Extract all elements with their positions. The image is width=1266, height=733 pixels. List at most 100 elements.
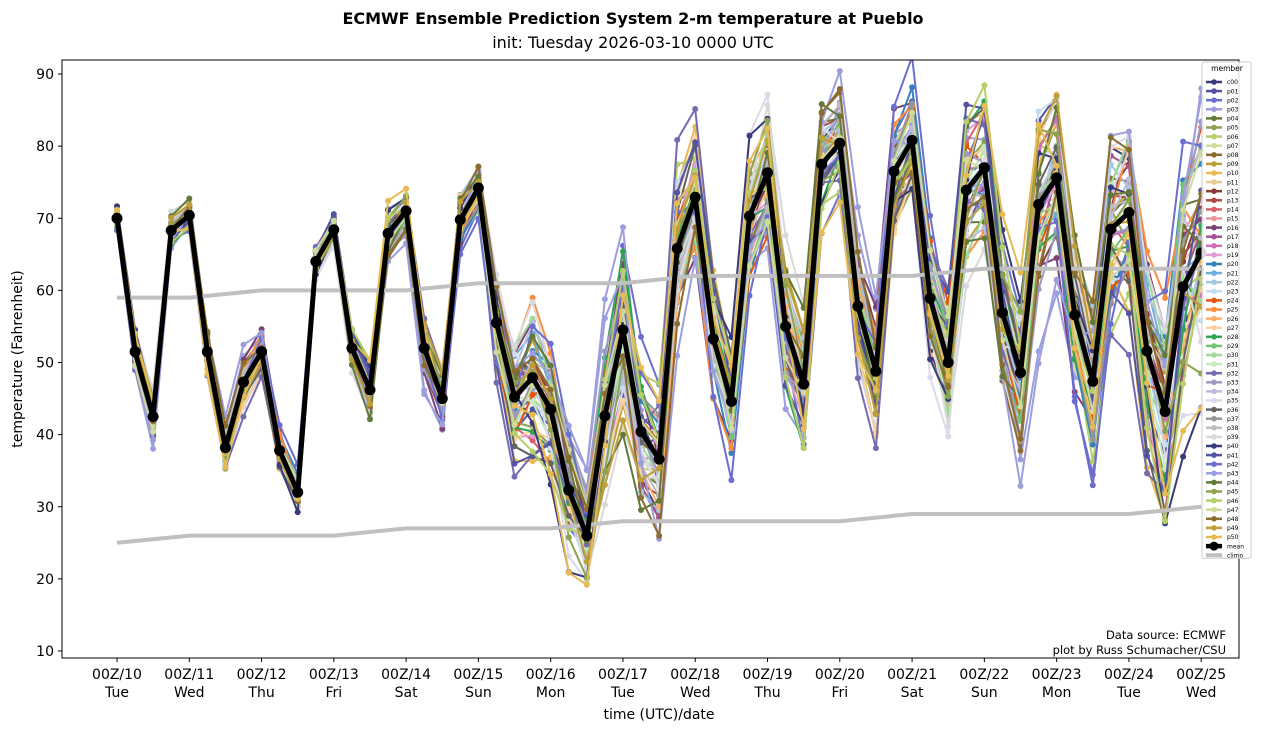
mean-point — [436, 393, 448, 405]
legend-label: p23 — [1227, 289, 1239, 296]
legend-label: p47 — [1227, 507, 1239, 514]
member-point-p41 — [963, 101, 970, 108]
member-point-p49 — [872, 411, 879, 418]
member-point-p43 — [1017, 483, 1024, 489]
member-point-p50 — [565, 569, 572, 576]
legend-label: c00 — [1227, 79, 1238, 86]
y-tick-label: 50 — [36, 356, 54, 372]
member-point-p23 — [620, 385, 626, 392]
x-tick-label-day: Tue — [104, 685, 129, 701]
mean-point — [1177, 281, 1189, 293]
member-point-p47 — [1180, 207, 1187, 213]
legend-label: p14 — [1227, 207, 1239, 214]
member-point-p45 — [1053, 131, 1060, 138]
legend-label: p29 — [1227, 343, 1239, 350]
member-point-p42 — [1071, 393, 1078, 400]
member-point-p45 — [1125, 196, 1132, 203]
member-point-p50 — [1089, 423, 1096, 430]
x-tick-label-day: Tue — [1116, 685, 1141, 701]
mean-point — [201, 346, 213, 358]
legend-label: p03 — [1227, 107, 1239, 114]
member-point-p03 — [620, 224, 626, 231]
member-point-p43 — [891, 137, 897, 144]
legend-marker — [1211, 206, 1217, 213]
mean-point — [1141, 345, 1153, 357]
legend-label: p19 — [1227, 252, 1239, 259]
member-point-p48 — [999, 361, 1006, 368]
member-point-p35 — [1162, 453, 1169, 460]
member-point-p35 — [764, 91, 771, 98]
legend-item-p20: p20 — [1206, 261, 1239, 268]
legend-label: p42 — [1227, 461, 1239, 468]
legend-item-p40: p40 — [1206, 443, 1239, 450]
member-point-p45 — [764, 117, 771, 124]
member-point-p42 — [547, 340, 554, 347]
legend-item-p10: p10 — [1206, 170, 1239, 177]
member-point-p39 — [782, 232, 789, 239]
legend-item-p37: p37 — [1206, 416, 1239, 423]
member-point-p49 — [800, 328, 807, 335]
legend-label: p12 — [1227, 188, 1239, 195]
member-point-p10 — [529, 458, 536, 465]
member-point-p40 — [1180, 453, 1187, 460]
member-point-p03 — [1053, 290, 1060, 297]
member-point-p50 — [836, 199, 843, 206]
member-point-p47 — [1125, 257, 1132, 264]
member-point-p20 — [728, 450, 735, 456]
legend-marker — [1211, 79, 1217, 85]
member-point-p44 — [547, 362, 554, 369]
member-point-p46 — [638, 392, 644, 398]
mean-point — [274, 445, 286, 456]
mean-point — [581, 530, 593, 542]
member-point-p45 — [565, 534, 572, 541]
legend-marker — [1211, 133, 1217, 140]
member-point-p50 — [620, 292, 626, 299]
legend-marker — [1211, 233, 1217, 240]
y-tick-label: 70 — [36, 211, 54, 227]
legend-marker — [1211, 88, 1217, 94]
legend-label: p34 — [1227, 389, 1239, 396]
legend-marker — [1211, 506, 1217, 513]
member-point-p47 — [800, 389, 807, 396]
member-point-p49 — [999, 326, 1006, 333]
member-point-p42 — [746, 292, 753, 299]
legend: member c00 p01 p02 p03 p04 p05 p06 p07 p08 p09 p10 p… — [1201, 61, 1252, 559]
member-point-p25 — [529, 294, 536, 301]
legend-label: p43 — [1227, 471, 1239, 478]
member-point-p37 — [909, 100, 916, 107]
y-tick-label: 60 — [36, 283, 54, 299]
author-credit: plot by Russ Schumacher/CSU — [1053, 643, 1226, 657]
legend-item-p02: p02 — [1206, 97, 1239, 104]
mean-point — [346, 342, 358, 354]
legend-marker — [1211, 315, 1217, 322]
legend-item-p30: p30 — [1206, 352, 1239, 359]
legend-item-p06: p06 — [1206, 133, 1239, 141]
legend-item-p08: p08 — [1206, 152, 1239, 159]
legend-marker — [1211, 361, 1217, 367]
member-point-p20 — [909, 84, 916, 91]
x-tick-label-day: Thu — [753, 685, 780, 701]
member-point-p49 — [529, 362, 536, 369]
legend-marker — [1211, 479, 1217, 486]
x-axis-label: time (UTC)/date — [603, 707, 714, 723]
x-tick-label-day: Fri — [831, 685, 848, 701]
mean-point — [744, 210, 755, 222]
member-point-p46 — [963, 118, 970, 125]
legend-marker — [1211, 497, 1217, 504]
member-point-p23 — [1035, 108, 1042, 115]
mean-point — [563, 484, 575, 496]
member-point-p32 — [511, 473, 518, 480]
member-point-p43 — [529, 349, 536, 356]
legend-item-p28: p28 — [1206, 334, 1239, 341]
legend-marker — [1211, 97, 1217, 103]
mean-point — [870, 365, 882, 377]
legend-label: p11 — [1227, 179, 1239, 186]
member-point-p32 — [1125, 351, 1132, 358]
member-point-p42 — [276, 422, 283, 429]
chart-title: ECMWF Ensemble Prediction System 2-m tem… — [342, 9, 924, 28]
x-axis: 00Z/10 Tue 00Z/11 Wed 00Z/12 Thu 00Z/13 Fri 00Z/… — [92, 658, 1226, 701]
legend-marker — [1211, 288, 1217, 295]
member-point-p30 — [529, 315, 536, 322]
legend-label: climo — [1227, 552, 1243, 559]
